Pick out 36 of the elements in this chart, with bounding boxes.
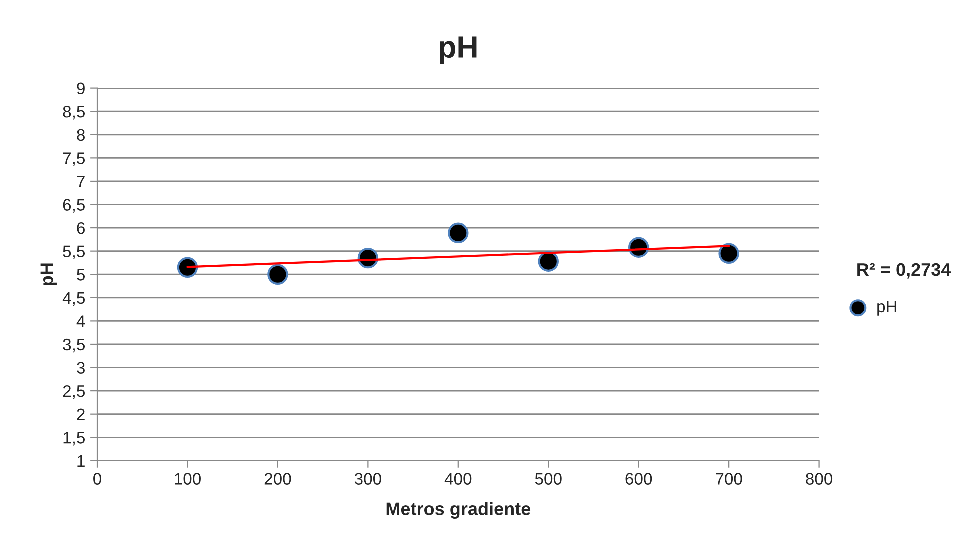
y-tick-label: 1 bbox=[78, 455, 85, 467]
y-tick-label: 2,5 bbox=[63, 385, 86, 400]
y-tick-label: 8 bbox=[77, 129, 85, 142]
y-tick-label: 5 bbox=[77, 269, 86, 281]
y-tick-label: 9 bbox=[77, 82, 85, 95]
x-tick-label: 200 bbox=[264, 473, 292, 485]
y-tick-label: 6 bbox=[77, 222, 85, 234]
point bbox=[718, 243, 740, 264]
x-axis-title: Metros gradiente bbox=[386, 502, 531, 520]
x-tick-label: 700 bbox=[716, 473, 742, 485]
y-tick-label: 1,5 bbox=[64, 432, 86, 446]
y-tick-label: 6,5 bbox=[63, 199, 86, 213]
y-axis-title: pH bbox=[40, 264, 57, 286]
y-tick-label: 5,5 bbox=[63, 246, 86, 260]
x-tick-label: 500 bbox=[535, 473, 562, 485]
y-tick-label: 2 bbox=[77, 408, 85, 420]
y-tick-label: 7,5 bbox=[63, 152, 86, 166]
y-tick-label: 4,5 bbox=[62, 292, 86, 306]
point bbox=[448, 222, 469, 244]
y-tick-label: 7 bbox=[77, 176, 85, 188]
x-tick-label: 800 bbox=[806, 473, 833, 485]
y-tick-label: 3,5 bbox=[63, 338, 86, 353]
x-tick-label: 0 bbox=[94, 473, 102, 485]
y-tick-label: 4 bbox=[76, 316, 86, 328]
point bbox=[177, 257, 198, 278]
x-tick-label: 400 bbox=[444, 473, 472, 485]
x-tick-label: 300 bbox=[354, 473, 382, 485]
chart-title: pH bbox=[440, 36, 477, 64]
text: R² = 0,2734 bbox=[858, 263, 952, 279]
legend-label: pH bbox=[878, 301, 896, 316]
x-tick-label: 100 bbox=[175, 473, 201, 485]
point bbox=[538, 251, 559, 272]
x-tick-label: 600 bbox=[626, 473, 652, 485]
y-tick-label: 8,5 bbox=[63, 106, 86, 120]
point bbox=[268, 264, 288, 285]
y-tick-label: 3 bbox=[77, 362, 85, 374]
